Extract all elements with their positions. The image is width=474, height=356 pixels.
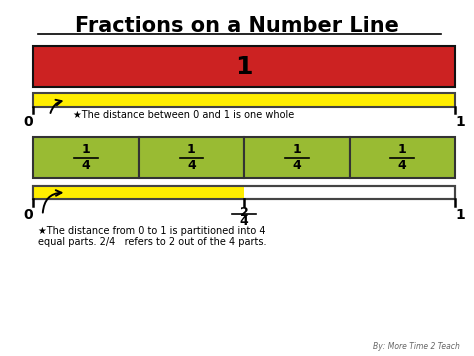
FancyBboxPatch shape	[33, 93, 455, 107]
FancyBboxPatch shape	[33, 186, 244, 199]
FancyBboxPatch shape	[138, 137, 244, 178]
FancyBboxPatch shape	[33, 186, 455, 199]
Text: Fractions on a Number Line: Fractions on a Number Line	[75, 16, 399, 36]
Text: 1: 1	[82, 143, 90, 156]
Text: 2: 2	[240, 206, 248, 220]
Text: 1: 1	[456, 115, 465, 129]
Text: 0: 0	[24, 115, 33, 129]
Text: 1: 1	[456, 208, 465, 221]
Text: 4: 4	[82, 159, 90, 172]
Text: 1: 1	[236, 55, 253, 79]
Text: By: More Time 2 Teach: By: More Time 2 Teach	[373, 342, 460, 351]
FancyBboxPatch shape	[33, 46, 455, 87]
Text: 1: 1	[292, 143, 301, 156]
Text: 4: 4	[187, 159, 196, 172]
Text: equal parts. 2/4   refers to 2 out of the 4 parts.: equal parts. 2/4 refers to 2 out of the …	[38, 237, 266, 247]
Text: 4: 4	[398, 159, 407, 172]
FancyBboxPatch shape	[33, 137, 138, 178]
Text: ★The distance between 0 and 1 is one whole: ★The distance between 0 and 1 is one who…	[73, 110, 295, 120]
FancyBboxPatch shape	[244, 137, 349, 178]
Text: 0: 0	[24, 208, 33, 221]
FancyBboxPatch shape	[350, 137, 455, 178]
Text: 4: 4	[240, 215, 248, 228]
Text: 1: 1	[187, 143, 196, 156]
Text: ★The distance from 0 to 1 is partitioned into 4: ★The distance from 0 to 1 is partitioned…	[38, 226, 265, 236]
Text: 4: 4	[292, 159, 301, 172]
Text: 1: 1	[398, 143, 407, 156]
